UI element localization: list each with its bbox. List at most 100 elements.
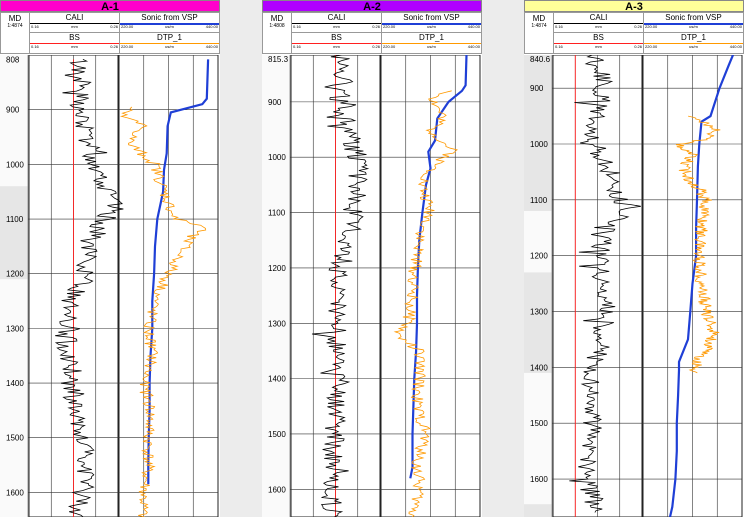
sonic-name: Sonic from VSP: [403, 13, 460, 22]
cali-header: CALI 0.16 mm 0.26: [292, 13, 381, 32]
dtp-name: DTP_1: [681, 33, 706, 42]
cali-scale: 0.16 mm 0.26: [30, 23, 119, 31]
dtp-unit: us/m: [427, 44, 436, 49]
depth-tick-label: 840.6: [530, 55, 551, 64]
cali-track-frame: [28, 55, 119, 517]
depth-tick-label: 808: [6, 55, 20, 64]
log-tracks: 840.6 900 1000 1100 1200 1300 1400 1500 1600: [524, 55, 744, 517]
well-panel-a1: A-1 MD 1:4874 CALI 0.16 mm 0.26 BS 0.16 …: [0, 0, 220, 517]
md-scale: 1:4874: [531, 23, 547, 29]
cali-line-key: [554, 23, 643, 24]
dtp-scale: 220.00 us/m 440.00: [644, 43, 743, 51]
well-panel-a2: A-2 MD 1:4808 CALI 0.16 mm 0.26 BS 0.16 …: [262, 0, 482, 517]
bs-header: BS 0.16 mm 0.26: [30, 33, 119, 52]
bs-line-key: [554, 43, 643, 44]
sonic-line-key: [120, 23, 219, 25]
header-separator: [29, 32, 219, 33]
dtp-min: 220.00: [121, 44, 134, 49]
sonic-min: 220.00: [645, 24, 658, 29]
depth-tick-label: 1100: [268, 209, 286, 218]
sonic-scale: 220.00 us/m 440.00: [644, 23, 743, 31]
md-header: MD 1:4874: [1, 13, 30, 53]
panel-gap: [220, 0, 262, 517]
cali-name: CALI: [589, 13, 608, 22]
depth-tick-label: 1100: [530, 196, 548, 205]
sonic-name: Sonic from VSP: [665, 13, 722, 22]
sonic-min: 220.00: [383, 24, 396, 29]
sonic-max: 440.00: [467, 24, 480, 29]
cali-track-frame: [290, 55, 381, 517]
sonic-scale: 220.00 us/m 440.00: [120, 23, 219, 31]
dtp-header: DTP_1 220.00 us/m 440.00: [644, 33, 743, 52]
sonic-track-frame: [118, 55, 219, 517]
depth-shade: [0, 186, 28, 280]
cali-unit: mm: [333, 24, 340, 29]
bs-min: 0.16: [555, 44, 563, 49]
md-scale: 1:4874: [7, 23, 23, 29]
sonic-unit: us/m: [689, 24, 698, 29]
dtp-line-key: [382, 43, 481, 44]
depth-tick-label: 1000: [530, 140, 548, 149]
cali-scale: 0.16 mm 0.26: [554, 23, 643, 31]
md-label: MD: [532, 14, 546, 23]
log-tracks: 808 900 1000 1100 1200 1300 1400 1500 1600: [0, 55, 220, 517]
depth-tick-label: 900: [530, 84, 544, 93]
track-separator: [381, 13, 382, 53]
cali-max: 0.26: [372, 24, 380, 29]
dtp-unit: us/m: [689, 44, 698, 49]
cali-curve: [311, 55, 370, 517]
depth-tick-label: 1300: [268, 319, 286, 328]
depth-tick-label: 1300: [6, 324, 24, 333]
sonic-header: Sonic from VSP 220.00 us/m 440.00: [644, 13, 743, 32]
log-header: MD 1:4808 CALI 0.16 mm 0.26 BS 0.16 mm 0…: [262, 12, 482, 54]
bs-min: 0.16: [293, 44, 301, 49]
bs-name: BS: [593, 33, 604, 42]
well-title: A-3: [524, 0, 744, 13]
log-tracks: 815.3 900 1000 1100 1200 1300 1400 1500 1600: [262, 55, 482, 517]
dtp-line-key: [644, 43, 743, 44]
bs-header: BS 0.16 mm 0.26: [554, 33, 643, 52]
sonic-line-key: [644, 23, 743, 25]
cali-unit: mm: [595, 24, 602, 29]
bs-max: 0.26: [634, 44, 642, 49]
track-separator: [119, 13, 120, 53]
depth-tick-label: 815.3: [268, 55, 289, 64]
sonic-max: 440.00: [729, 24, 742, 29]
bs-min: 0.16: [31, 44, 39, 49]
depth-tick-label: 1500: [530, 419, 548, 428]
cali-name: CALI: [327, 13, 346, 22]
depth-tick-label: 1300: [530, 308, 548, 317]
dtp-max: 440.00: [467, 44, 480, 49]
sonic-unit: us/m: [165, 24, 174, 29]
cali-min: 0.16: [293, 24, 301, 29]
header-separator: [553, 32, 743, 33]
sonic-header: Sonic from VSP 220.00 us/m 440.00: [382, 13, 481, 32]
dtp-scale: 220.00 us/m 440.00: [382, 43, 481, 51]
cali-max: 0.26: [110, 24, 118, 29]
cali-unit: mm: [71, 24, 78, 29]
dtp-header: DTP_1 220.00 us/m 440.00: [120, 33, 219, 52]
depth-tick-label: 1400: [6, 379, 24, 388]
well-title: A-2: [262, 0, 482, 13]
bs-scale: 0.16 mm 0.26: [554, 43, 643, 51]
depth-tick-label: 900: [6, 106, 20, 115]
depth-shade: [524, 55, 552, 212]
depth-column: [262, 55, 290, 517]
depth-tick-label: 1200: [530, 252, 548, 261]
sonic-track-frame: [642, 55, 743, 517]
cali-max: 0.26: [634, 24, 642, 29]
depth-tick-label: 1600: [268, 485, 286, 494]
sonic-name: Sonic from VSP: [141, 13, 198, 22]
sonic-vsp-curve: [409, 55, 468, 479]
md-header: MD 1:4808: [263, 13, 292, 53]
md-label: MD: [8, 14, 22, 23]
cali-curve: [54, 59, 124, 517]
depth-tick-label: 900: [268, 98, 282, 107]
dtp-min: 220.00: [383, 44, 396, 49]
bs-scale: 0.16 mm 0.26: [30, 43, 119, 51]
bs-scale: 0.16 mm 0.26: [292, 43, 381, 51]
cali-name: CALI: [65, 13, 84, 22]
dtp-unit: us/m: [165, 44, 174, 49]
bs-line-key: [292, 43, 381, 44]
header-separator: [291, 32, 481, 33]
